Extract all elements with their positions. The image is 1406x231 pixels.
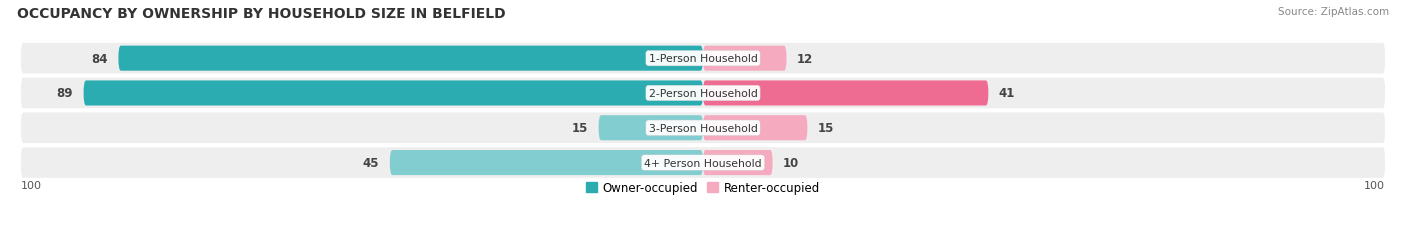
Text: 12: 12 [797,52,813,65]
FancyBboxPatch shape [703,116,807,141]
FancyBboxPatch shape [599,116,703,141]
Text: 1-Person Household: 1-Person Household [648,54,758,64]
Text: 41: 41 [998,87,1015,100]
FancyBboxPatch shape [21,148,1385,178]
Text: 2-Person Household: 2-Person Household [648,88,758,99]
Text: 100: 100 [1364,180,1385,190]
Text: 100: 100 [21,180,42,190]
FancyBboxPatch shape [703,81,988,106]
Legend: Owner-occupied, Renter-occupied: Owner-occupied, Renter-occupied [581,177,825,199]
FancyBboxPatch shape [83,81,703,106]
Text: 4+ Person Household: 4+ Person Household [644,158,762,168]
FancyBboxPatch shape [21,113,1385,143]
FancyBboxPatch shape [21,78,1385,109]
FancyBboxPatch shape [118,46,703,71]
FancyBboxPatch shape [21,44,1385,74]
Text: OCCUPANCY BY OWNERSHIP BY HOUSEHOLD SIZE IN BELFIELD: OCCUPANCY BY OWNERSHIP BY HOUSEHOLD SIZE… [17,7,506,21]
FancyBboxPatch shape [703,46,786,71]
Text: 84: 84 [91,52,108,65]
Text: 45: 45 [363,156,380,169]
Text: 3-Person Household: 3-Person Household [648,123,758,133]
Text: 15: 15 [572,122,588,135]
Text: 89: 89 [56,87,73,100]
FancyBboxPatch shape [703,150,773,175]
FancyBboxPatch shape [389,150,703,175]
Text: 15: 15 [818,122,834,135]
Text: 10: 10 [783,156,799,169]
Text: Source: ZipAtlas.com: Source: ZipAtlas.com [1278,7,1389,17]
